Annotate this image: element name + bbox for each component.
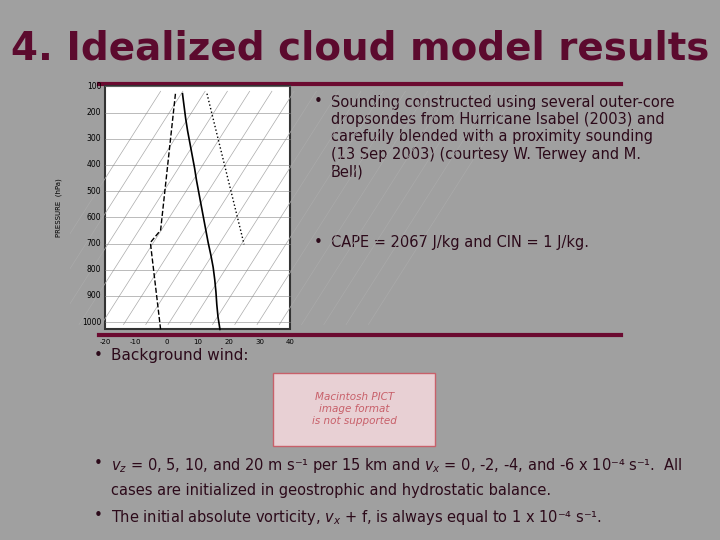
FancyBboxPatch shape (273, 373, 436, 446)
Text: 0: 0 (165, 339, 169, 345)
Text: 30: 30 (255, 339, 264, 345)
Text: CAPE = 2067 J/kg and CIN = 1 J/kg.: CAPE = 2067 J/kg and CIN = 1 J/kg. (331, 235, 589, 250)
Text: 20: 20 (224, 339, 233, 345)
Text: •: • (94, 348, 102, 363)
Text: 900: 900 (86, 292, 102, 300)
Text: 10: 10 (193, 339, 202, 345)
Text: Macintosh PICT
image format
is not supported: Macintosh PICT image format is not suppo… (312, 393, 397, 426)
Text: 4. Idealized cloud model results: 4. Idealized cloud model results (11, 30, 709, 68)
Text: 40: 40 (286, 339, 295, 345)
Text: -10: -10 (130, 339, 142, 345)
Text: 200: 200 (86, 108, 102, 117)
Text: 600: 600 (86, 213, 102, 222)
Text: 800: 800 (86, 265, 102, 274)
Text: 500: 500 (86, 187, 102, 195)
Text: 300: 300 (86, 134, 102, 143)
Text: Sounding constructed using several outer-core
dropsondes from Hurricane Isabel (: Sounding constructed using several outer… (331, 94, 675, 179)
Text: •: • (314, 94, 323, 110)
Text: •: • (314, 235, 323, 250)
Text: •: • (94, 508, 102, 523)
Text: •: • (94, 456, 102, 471)
Text: cases are initialized in geostrophic and hydrostatic balance.: cases are initialized in geostrophic and… (111, 483, 551, 498)
Text: 1000: 1000 (82, 318, 102, 327)
FancyBboxPatch shape (105, 86, 290, 329)
Text: Background wind:: Background wind: (111, 348, 248, 363)
Text: $v_z$ = 0, 5, 10, and 20 m s⁻¹ per 15 km and $v_x$ = 0, -2, -4, and -6 x 10⁻⁴ s⁻: $v_z$ = 0, 5, 10, and 20 m s⁻¹ per 15 km… (111, 456, 683, 475)
Text: PRESSURE  (hPa): PRESSURE (hPa) (55, 179, 62, 237)
Text: 100: 100 (86, 82, 102, 91)
Text: -20: -20 (99, 339, 111, 345)
Text: The initial absolute vorticity, $v_x$ + f, is always equal to 1 x 10⁻⁴ s⁻¹.: The initial absolute vorticity, $v_x$ + … (111, 508, 601, 526)
Text: 400: 400 (86, 160, 102, 170)
Text: 700: 700 (86, 239, 102, 248)
